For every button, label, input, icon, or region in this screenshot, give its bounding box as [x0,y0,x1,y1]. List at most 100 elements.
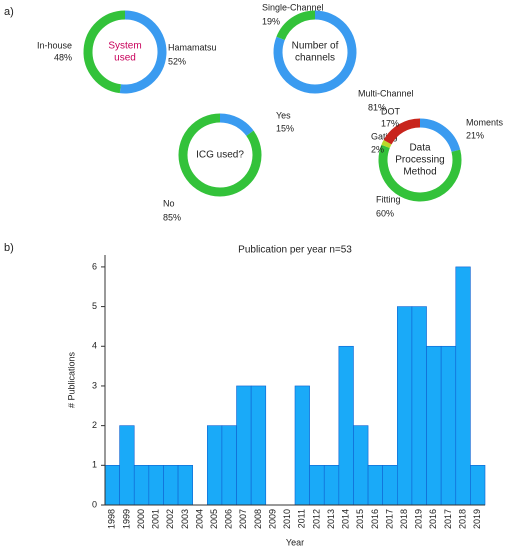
y-axis-label: # Publications [66,351,76,408]
x-tick-label: 1999 [121,509,131,529]
y-tick-label: 2 [92,420,97,430]
y-tick-label: 3 [92,380,97,390]
donut-center: System [108,41,141,52]
x-tick-label: 2005 [209,509,219,529]
chart-title: Publication per year n=53 [238,245,352,256]
x-tick-label: 2011 [297,509,307,528]
x-axis-label: Year [286,537,304,547]
donut-slice [119,10,167,94]
donut-center: used [114,53,136,64]
panel-label: a) [4,6,14,18]
donut-slice [276,10,316,41]
x-tick-label: 2012 [311,509,321,529]
donut-slice [378,144,462,202]
slice-value: 81% [368,102,386,112]
x-tick-label: 2017 [443,509,453,529]
x-tick-label: 2006 [224,509,234,529]
x-tick-label: 2019 [414,509,424,529]
donut-slice [381,140,392,149]
bar [133,465,150,506]
donut-slice [273,10,357,94]
slice-value: 48% [54,52,72,62]
bar [294,385,310,506]
x-tick-label: 2010 [282,509,292,529]
donut-slice [178,113,262,197]
x-tick-label: 1998 [107,509,117,529]
x-tick-label: 2018 [399,509,409,529]
donut-center: Number of [292,41,339,52]
x-tick-label: 2017 [384,509,394,529]
bar [455,266,471,506]
slice-label: Gating [371,131,398,141]
bar [148,465,164,506]
x-tick-label: 2019 [472,509,482,529]
bar [177,465,193,506]
bar [163,465,179,506]
slice-label: Moments [466,117,504,127]
bar [353,425,369,506]
bar [119,425,135,506]
x-tick-label: 2004 [194,509,204,529]
donut-slice [383,118,421,145]
donut-center: Data [409,143,431,154]
donut-center: ICG used? [196,150,244,161]
slice-value: 52% [168,56,186,66]
bar [338,345,354,506]
donut-slice [219,113,254,137]
x-tick-label: 2003 [180,509,190,529]
slice-value: 85% [163,212,181,222]
y-tick-label: 0 [92,499,97,509]
slice-label: Fitting [376,194,401,204]
bar [411,306,427,506]
x-tick-label: 2009 [267,509,277,529]
slice-value: 17% [381,118,399,128]
panel-label: b) [4,242,14,254]
x-tick-label: 2014 [341,509,351,529]
bar [323,465,340,506]
bar [470,465,486,506]
bar [397,306,413,506]
bar [367,465,383,506]
slice-value: 15% [276,123,294,133]
slice-value: 19% [262,16,280,26]
slice-label: No [163,198,175,208]
slice-label: Multi-Channel [358,88,414,98]
bar [382,465,398,506]
x-tick-label: 2018 [457,509,467,529]
donut-center: channels [295,53,335,64]
donut-slice [83,10,126,94]
slice-value: 60% [376,208,394,218]
x-tick-label: 2016 [428,509,438,529]
slice-label: Hamamatsu [168,42,217,52]
slice-value: 21% [466,130,484,140]
slice-label: DOT [381,106,401,116]
x-tick-label: 2015 [355,509,365,529]
slice-label: Single-Channel [262,2,324,12]
x-tick-label: 2007 [238,509,248,529]
bar [426,345,442,506]
bar [440,345,457,506]
x-tick-label: 2001 [151,509,161,529]
donut-slice [419,118,461,153]
slice-label: In-house [37,40,72,50]
bar [250,385,267,506]
bar [221,425,237,506]
x-tick-label: 2016 [370,509,380,529]
bar [236,385,252,506]
bar [309,465,325,506]
x-tick-label: 2008 [253,509,263,529]
y-tick-label: 6 [92,261,97,271]
bar [207,425,223,506]
x-tick-label: 2000 [136,509,146,529]
y-tick-label: 5 [92,301,97,311]
donut-center: Method [403,167,436,178]
x-tick-label: 2002 [165,509,175,529]
bar [104,465,120,506]
x-tick-label: 2013 [326,509,336,529]
y-tick-label: 4 [92,341,97,351]
slice-label: Yes [276,110,291,120]
y-tick-label: 1 [92,460,97,470]
slice-value: 2% [371,144,384,154]
donut-center: Processing [395,155,444,166]
